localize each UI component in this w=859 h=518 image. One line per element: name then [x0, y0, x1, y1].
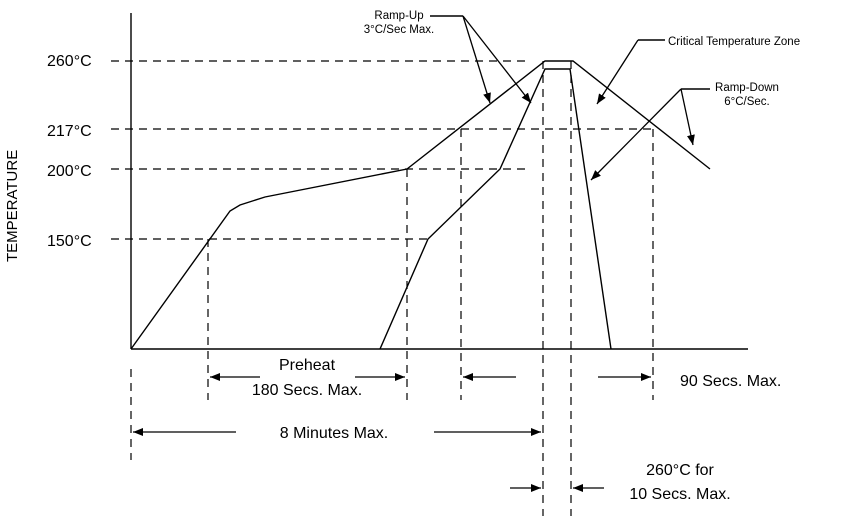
min-profile-curve — [379, 68, 612, 350]
critical-zone-label: Critical Temperature Zone — [668, 36, 800, 48]
critical-zone-leader — [596, 39, 639, 105]
peak-label: 260°C for — [646, 462, 714, 479]
peak-duration: 10 Secs. Max. — [629, 486, 730, 503]
tick-label-260: 260°C — [47, 53, 92, 70]
ramp-down-leader-1 — [590, 88, 682, 181]
ramp-down-label: Ramp-Down — [715, 82, 779, 94]
ninety-label: 90 Secs. Max. — [680, 373, 781, 390]
preheat-duration: 180 Secs. Max. — [252, 382, 362, 399]
eight-min-label: 8 Minutes Max. — [280, 425, 388, 442]
tick-label-217: 217°C — [47, 123, 92, 140]
preheat-label: Preheat — [279, 357, 336, 374]
y-axis-title: TEMPERATURE — [4, 150, 21, 262]
tick-label-150: 150°C — [47, 233, 92, 250]
ramp-down-leader-2 — [680, 88, 695, 146]
tick-label-200: 200°C — [47, 163, 92, 180]
ramp-up-label: Ramp-Up — [374, 10, 423, 22]
ramp-down-rate: 6°C/Sec. — [724, 96, 770, 108]
ramp-up-leader-2 — [462, 15, 532, 104]
ramp-up-rate: 3°C/Sec Max. — [364, 24, 434, 36]
max-profile-curve — [130, 60, 711, 350]
ramp-up-leader-1 — [462, 15, 491, 104]
